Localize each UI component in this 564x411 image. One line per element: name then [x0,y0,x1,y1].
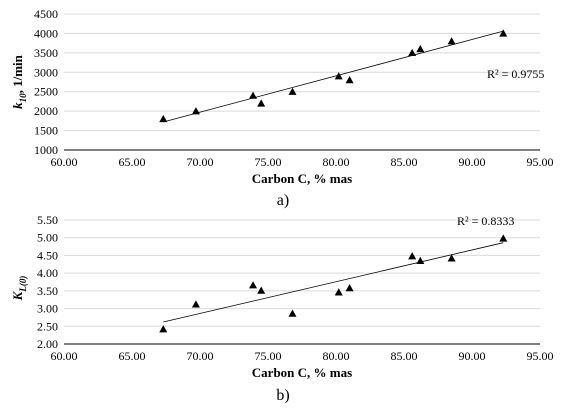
chart-b-points [159,234,508,333]
chart-b-x-axis-title: Carbon C, % mas [252,365,352,380]
chart-b-data-point [288,309,297,317]
chart-a-y-tick-label: 4500 [34,7,58,21]
chart-b-y-axis-title-symbol: K [10,290,25,301]
chart-b: 2.00 2.50 3.00 3.50 4.00 4.50 5.00 5.50 60.00 65… [10,213,554,404]
chart-a-x-tick-label: 80.00 [323,155,350,169]
chart-b-y-axis-title: KL(0) [10,276,28,302]
chart-b-data-point [159,325,168,333]
chart-a-points [159,29,508,123]
chart-a-trendline [163,30,504,123]
chart-b-y-tick-label: 3.00 [37,302,58,316]
chart-b-r2-label: R² = 0.8333 [457,214,514,228]
chart-b-y-tick-labels: 2.00 2.50 3.00 3.50 4.00 4.50 5.00 5.50 [37,213,58,351]
chart-b-x-tick-label: 80.00 [323,349,350,363]
chart-a-x-tick-label: 95.00 [527,155,554,169]
chart-a-x-tick-label: 70.00 [187,155,214,169]
chart-b-y-tick-label: 5.00 [37,231,58,245]
chart-a-y-tick-label: 3000 [34,65,58,79]
chart-b-data-point [334,288,343,296]
chart-a-y-tick-label: 2000 [34,104,58,118]
chart-b-data-point [249,281,258,289]
chart-b-y-axis-title-subscript: L(0) [18,276,28,293]
chart-b-x-tick-labels: 60.00 65.00 70.00 75.00 80.00 85.00 90.00 95.00 [51,349,554,363]
chart-b-x-tick-label: 85.00 [391,349,418,363]
chart-a-y-axis-title: k10, 1/min [10,54,28,109]
chart-a-y-axis-title-unit: , 1/min [10,54,25,93]
chart-b-data-point [408,252,417,260]
chart-a-data-point [288,87,297,95]
chart-b-y-tick-label: 2.50 [37,319,58,333]
chart-a-y-tick-labels: 1000 1500 2000 2500 3000 3500 4000 4500 [34,7,58,157]
chart-b-data-point [345,284,354,292]
chart-a-data-point [191,107,200,115]
chart-a-data-point [408,48,417,57]
chart-a-y-tick-label: 1500 [34,124,58,138]
chart-b-data-point [257,286,266,294]
chart-b-gridlines [64,219,540,327]
chart-a-x-tick-label: 60.00 [51,155,78,169]
chart-a-y-tick-label: 3500 [34,46,58,60]
chart-b-panel-label: b) [276,387,289,404]
chart-a-x-tick-labels: 60.00 65.00 70.00 75.00 80.00 85.00 90.00 95.00 [51,155,554,169]
chart-a-x-tick-label: 85.00 [391,155,418,169]
chart-a-data-point [257,99,266,107]
chart-b-x-tick-label: 70.00 [187,349,214,363]
chart-a-r2-label: R² = 0.9755 [487,67,544,81]
chart-a-x-axis-title: Carbon C, % mas [252,171,352,186]
chart-a: 1000 1500 2000 2500 3000 3500 4000 4500 60.00 65… [10,7,554,209]
chart-b-x-tick-label: 95.00 [527,349,554,363]
chart-b-x-tick-label: 75.00 [255,349,282,363]
chart-a-y-tick-label: 2500 [34,85,58,99]
chart-a-data-point [345,76,354,84]
chart-a-data-point [416,44,425,53]
chart-b-data-point [191,300,200,308]
chart-b-x-tick-label: 90.00 [459,349,486,363]
chart-b-trendline [163,242,504,323]
chart-a-panel-label: a) [277,192,289,209]
chart-b-data-point [499,234,508,242]
chart-a-data-point [499,29,508,37]
chart-a-y-tick-label: 4000 [34,26,58,40]
chart-a-y-axis-title-symbol: k [10,102,25,109]
chart-b-y-tick-label: 4.50 [37,248,58,262]
chart-a-data-point [447,37,456,45]
chart-a-gridlines [64,13,540,132]
chart-a-data-point [249,91,258,99]
chart-a-y-axis-title-subscript: 10 [18,93,28,103]
chart-b-x-tick-label: 60.00 [51,349,78,363]
chart-b-y-tick-label: 4.00 [37,266,58,280]
chart-a-data-point [334,72,343,80]
chart-a-x-tick-label: 65.00 [119,155,146,169]
chart-b-y-tick-label: 5.50 [37,213,58,227]
chart-a-y-tick-label: 1000 [34,143,58,157]
chart-b-y-tick-label: 2.00 [37,337,58,351]
chart-b-y-tick-label: 3.50 [37,284,58,298]
chart-b-data-point [416,256,425,264]
chart-a-x-tick-label: 75.00 [255,155,282,169]
chart-b-data-point [447,254,456,262]
chart-a-data-point [159,114,168,123]
chart-b-x-tick-label: 65.00 [119,349,146,363]
chart-a-x-tick-label: 90.00 [459,155,486,169]
